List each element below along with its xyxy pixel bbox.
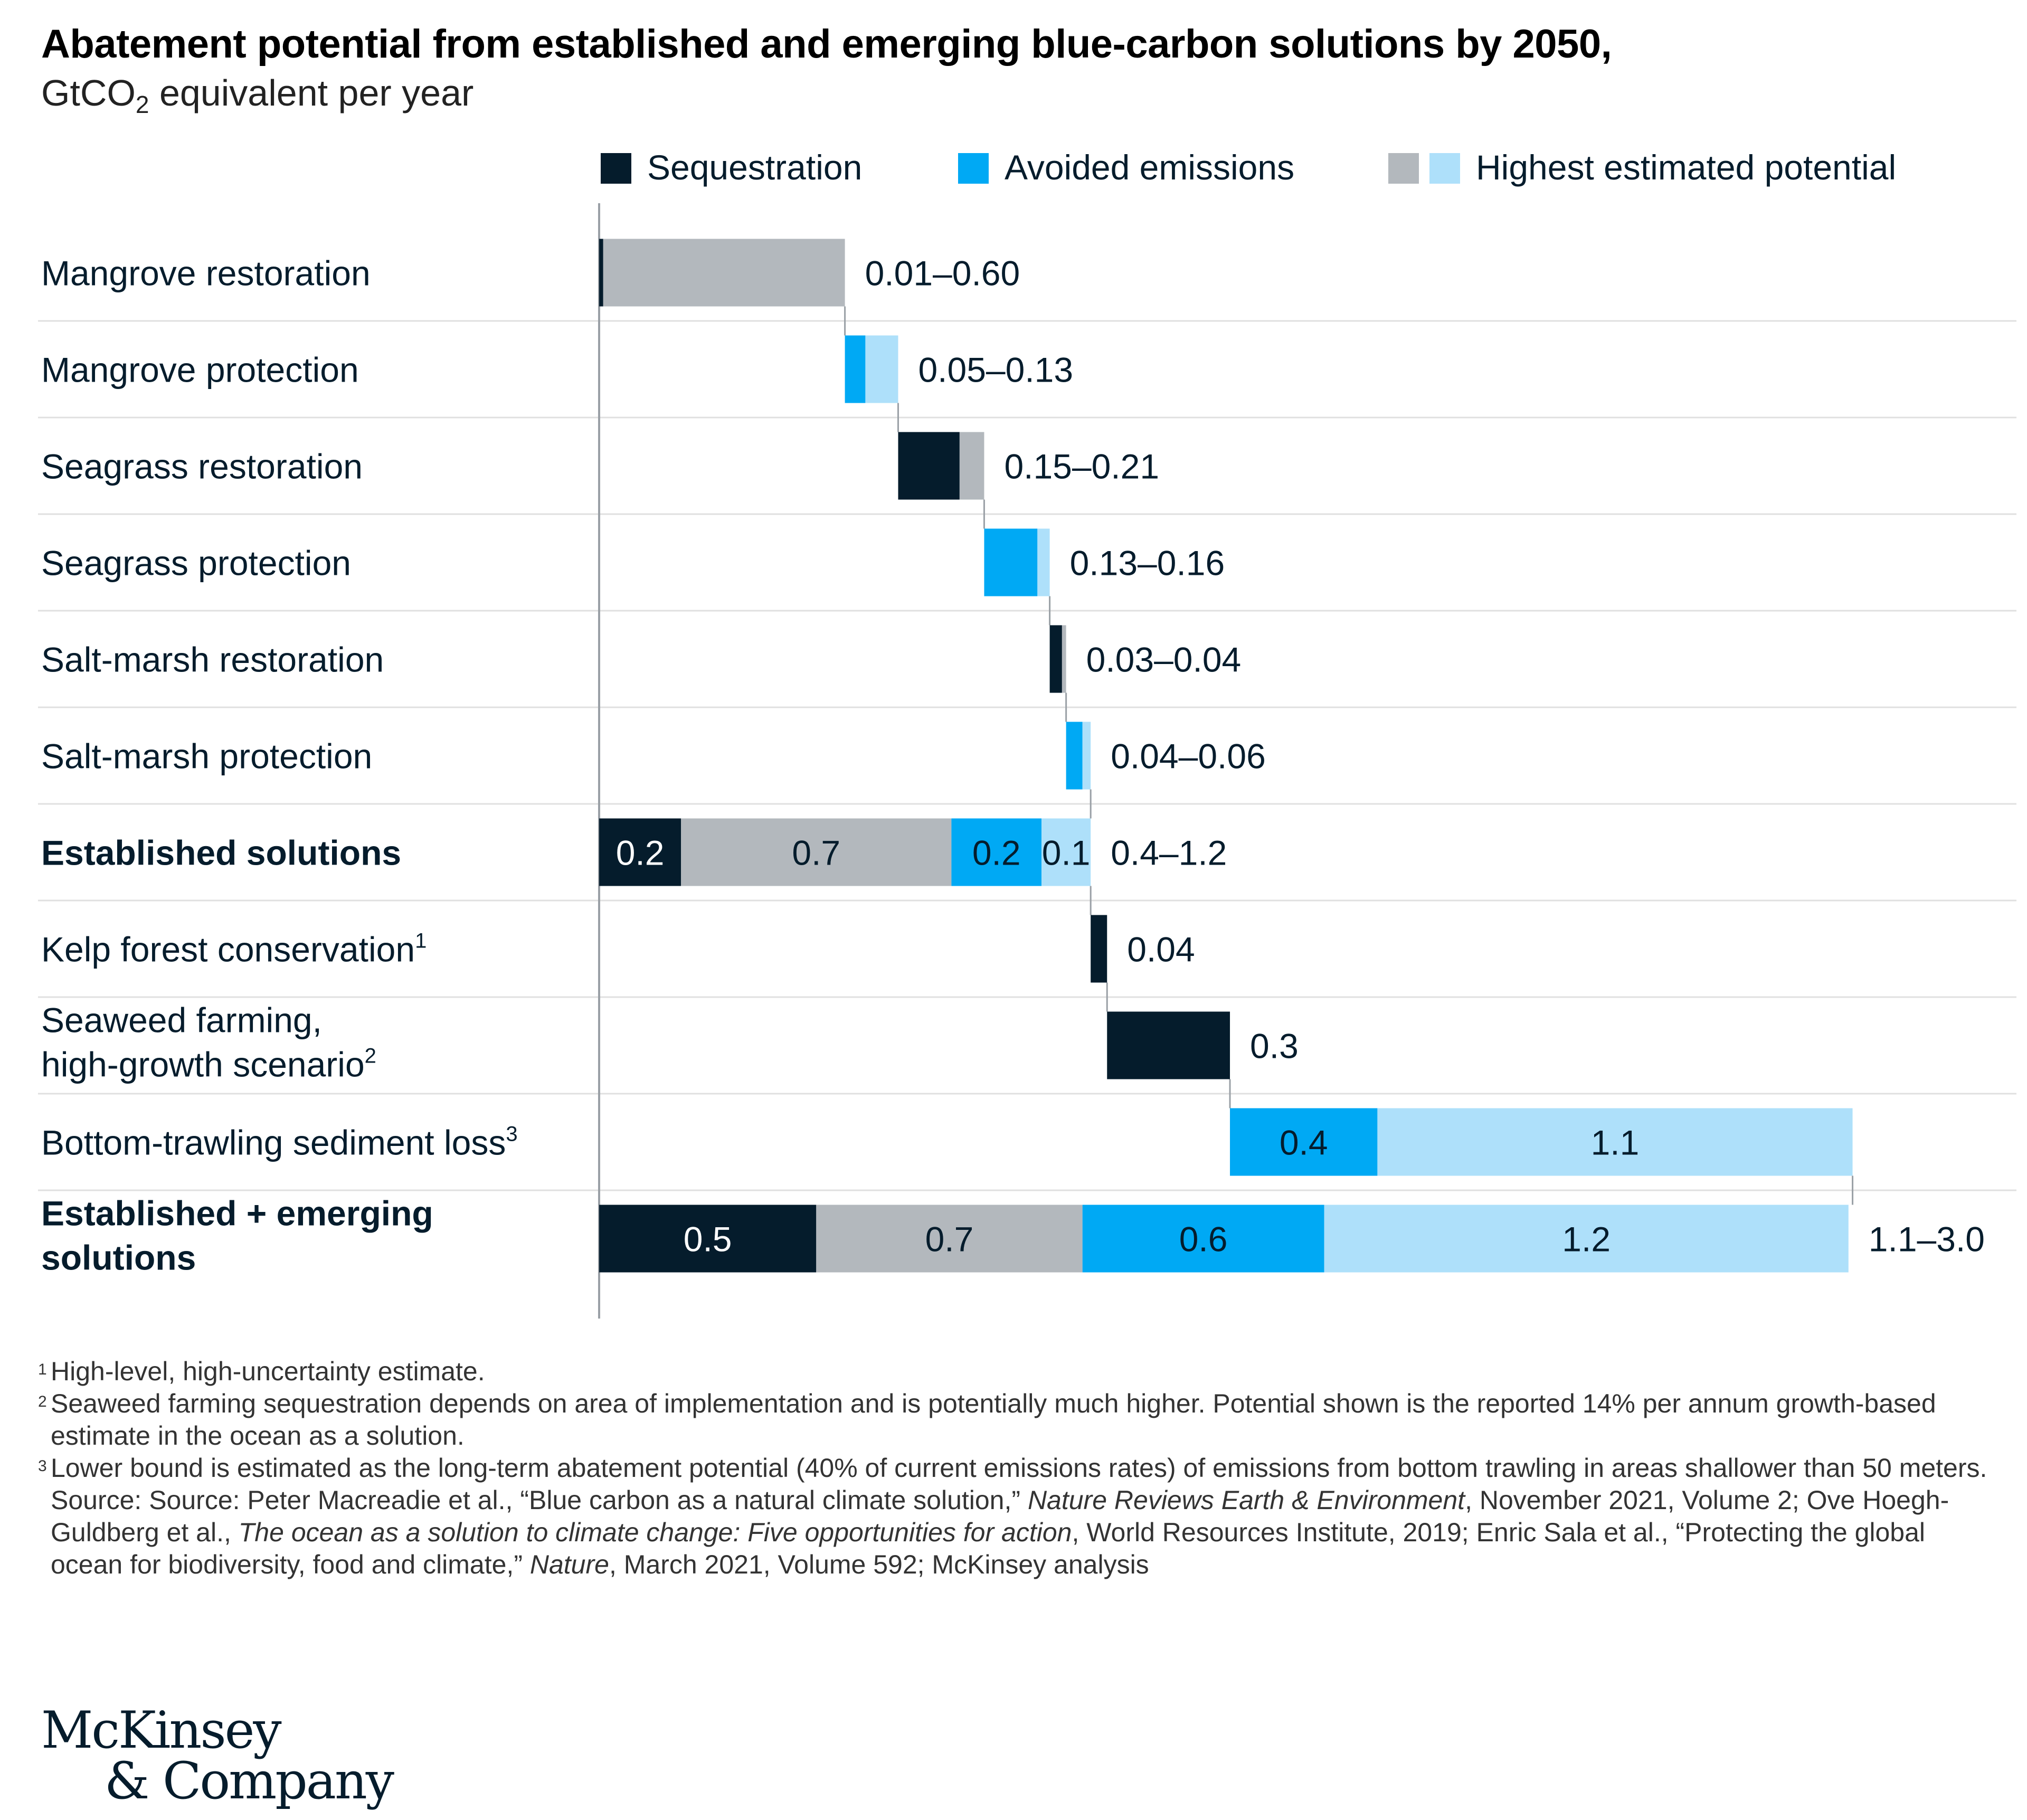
unit-prefix: GtCO [41, 72, 136, 113]
bar-avoided [845, 335, 866, 403]
range-label: 0.3 [1250, 1027, 1299, 1066]
range-label: 0.4–1.2 [1111, 833, 1227, 873]
legend-swatch-avoided_high [1429, 153, 1460, 184]
bar-avoided_high [1082, 722, 1091, 790]
category-label: solutions [41, 1238, 196, 1277]
bar-avoided [1066, 722, 1083, 790]
category-label: high-growth scenario2 [41, 1045, 376, 1084]
bar-sequestration [1091, 915, 1107, 983]
chart-subtitle: GtCO2 equivalent per year [41, 72, 473, 119]
bar-sequestration_high [959, 432, 984, 500]
source-note: Source: Source: Peter Macreadie et al., … [38, 1484, 1991, 1581]
logo-line-1: McKinsey [41, 1701, 282, 1760]
category-label: Established solutions [41, 833, 401, 873]
category-label: Mangrove restoration [41, 254, 371, 293]
footnote-mark: 3 [38, 1457, 47, 1475]
bar-avoided [951, 818, 1042, 886]
bar-value-label: 0.6 [1179, 1220, 1228, 1259]
footnote-mark: 2 [38, 1393, 47, 1410]
footnote-text: Lower bound is estimated as the long-ter… [51, 1453, 1987, 1483]
bar-value-label: 0.2 [616, 833, 665, 873]
range-label: 0.13–0.16 [1070, 544, 1225, 583]
bar-avoided [1082, 1205, 1324, 1273]
legend-label: Sequestration [647, 148, 862, 187]
legend-swatch-avoided [958, 153, 989, 184]
range-label: 0.03–0.04 [1086, 640, 1242, 679]
bar-value-label: 0.1 [1042, 833, 1091, 873]
legend-swatch-sequestration_high [1388, 153, 1419, 184]
bar-value-label: 0.4 [1280, 1123, 1328, 1162]
category-label: Seagrass protection [41, 544, 351, 583]
footnote-ref: 3 [506, 1123, 517, 1146]
unit-suffix: equivalent per year [149, 72, 474, 113]
footnote-mark: 1 [38, 1361, 47, 1378]
source-publication: Nature [529, 1550, 609, 1579]
category-label: Seaweed farming, [41, 1001, 322, 1040]
bar-avoided [1230, 1108, 1378, 1176]
bar-value-label: 0.7 [792, 833, 840, 873]
range-label: 0.15–0.21 [1004, 447, 1159, 486]
bar-avoided_high [1041, 818, 1091, 886]
bar-value-label: 0.7 [925, 1220, 974, 1259]
range-label: 1.1–3.0 [1869, 1220, 1985, 1259]
bar-sequestration [898, 432, 960, 500]
source-text: , November 2021, Volume 2; Ove Hoegh-Gul… [51, 1485, 1949, 1547]
legend-label: Avoided emissions [1005, 148, 1294, 187]
bar-value-label: 0.5 [684, 1220, 732, 1259]
bar-sequestration [1049, 625, 1062, 693]
category-label: Established + emerging [41, 1194, 433, 1233]
bar-sequestration [599, 1205, 817, 1273]
source-publication: Nature Reviews Earth & Environment [1027, 1485, 1465, 1515]
chart-title: Abatement potential from established and… [41, 22, 1612, 67]
range-label: 0.04–0.06 [1111, 737, 1266, 776]
mckinsey-logo: McKinsey & Company [41, 1701, 394, 1810]
range-label: 0.01–0.60 [865, 254, 1020, 293]
category-label: Salt-marsh protection [41, 737, 372, 776]
category-label: Salt-marsh restoration [41, 640, 384, 679]
legend-label: Highest estimated potential [1476, 148, 1896, 187]
source-text: Source: Source: Peter Macreadie et al., … [51, 1485, 1028, 1515]
source-publication: The ocean as a solution to climate chang… [238, 1518, 1072, 1547]
footnote-2: 2 Seaweed farming sequestration depends o… [38, 1388, 1991, 1452]
bar-sequestration_high [1062, 625, 1066, 693]
bar-sequestration [599, 818, 681, 886]
bar-avoided [984, 528, 1038, 596]
bar-value-label: 1.1 [1591, 1123, 1640, 1162]
footnote-ref: 2 [365, 1045, 376, 1068]
bar-value-label: 0.2 [972, 833, 1021, 873]
source-text: , March 2021, Volume 592; McKinsey analy… [609, 1550, 1149, 1579]
category-label: Kelp forest conservation1 [41, 930, 427, 969]
bar-sequestration [599, 239, 603, 307]
waterfall-chart: Sequestration Avoided emissions Highest es… [38, 148, 2016, 1319]
footnote-3: 3 Lower bound is estimated as the long-te… [38, 1452, 1991, 1484]
footnote-text: Seaweed farming sequestration depends on… [51, 1389, 1936, 1451]
footnote-ref: 1 [415, 930, 427, 953]
category-label: Seagrass restoration [41, 447, 363, 486]
footnotes: 1 High-level, high-uncertainty estimate. … [38, 1355, 1991, 1581]
footnote-1: 1 High-level, high-uncertainty estimate. [38, 1355, 1991, 1388]
footnote-text: High-level, high-uncertainty estimate. [51, 1357, 485, 1386]
bar-value-label: 1.2 [1562, 1220, 1611, 1259]
range-label: 0.05–0.13 [918, 350, 1073, 390]
bar-avoided_high [865, 335, 898, 403]
source-text: , World Resources Institute, 2019; Enric… [51, 1518, 1926, 1579]
bar-sequestration [1107, 1011, 1230, 1079]
legend-swatch-sequestration [601, 153, 631, 184]
bar-avoided_high [1377, 1108, 1853, 1176]
logo-line-2: & Company [105, 1751, 394, 1810]
bar-avoided_high [1037, 528, 1050, 596]
unit-subscript: 2 [135, 91, 149, 118]
bar-sequestration_high [816, 1205, 1083, 1273]
range-label: 0.04 [1127, 930, 1195, 969]
bar-avoided_high [1324, 1205, 1849, 1273]
category-label: Bottom-trawling sediment loss3 [41, 1123, 518, 1162]
bar-sequestration_high [603, 239, 845, 307]
category-label: Mangrove protection [41, 350, 359, 390]
bar-sequestration_high [681, 818, 952, 886]
